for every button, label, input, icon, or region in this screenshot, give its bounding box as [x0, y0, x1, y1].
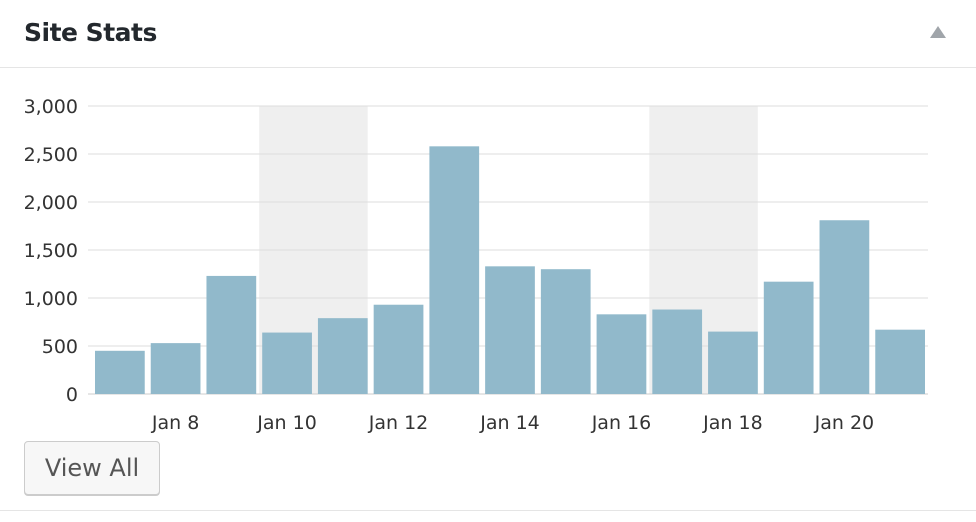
bar[interactable] — [596, 314, 647, 394]
triangle-up-icon[interactable] — [930, 26, 946, 38]
y-tick-label: 3,000 — [24, 96, 78, 118]
y-tick-label: 2,500 — [24, 144, 78, 166]
bar[interactable] — [875, 329, 925, 394]
x-tick-label: Jan 12 — [368, 412, 429, 434]
bar[interactable] — [262, 332, 312, 394]
widget-divider — [0, 510, 976, 511]
bar[interactable] — [373, 304, 424, 394]
x-tick-label: Jan 16 — [591, 412, 652, 434]
x-tick-label: Jan 8 — [151, 412, 199, 434]
y-tick-label: 2,000 — [24, 192, 78, 214]
y-tick-label: 0 — [66, 384, 78, 406]
site-stats-chart: 0 500 1,000 1,500 2,000 2,500 3,000 Jan 8 Jan 1… — [24, 96, 928, 434]
y-tick-label: 1,500 — [24, 240, 78, 262]
bar[interactable] — [819, 220, 870, 394]
bar[interactable] — [150, 343, 201, 394]
bar[interactable] — [317, 318, 368, 394]
bar[interactable] — [708, 331, 758, 394]
bar[interactable] — [206, 275, 257, 394]
view-all-button[interactable]: View All — [24, 441, 160, 495]
bar[interactable] — [429, 146, 480, 394]
x-tick-label: Jan 14 — [479, 412, 540, 434]
bar[interactable] — [95, 350, 145, 394]
x-tick-label: Jan 20 — [814, 412, 875, 434]
y-tick-label: 500 — [42, 336, 78, 358]
bar[interactable] — [763, 281, 814, 394]
widget-title: Site Stats — [24, 18, 157, 47]
widget-header: Site Stats — [0, 0, 976, 68]
bar[interactable] — [485, 266, 535, 394]
x-tick-label: Jan 10 — [256, 412, 317, 434]
bar[interactable] — [540, 269, 591, 394]
y-tick-label: 1,000 — [24, 288, 78, 310]
x-tick-label: Jan 18 — [702, 412, 763, 434]
bar[interactable] — [652, 309, 703, 394]
